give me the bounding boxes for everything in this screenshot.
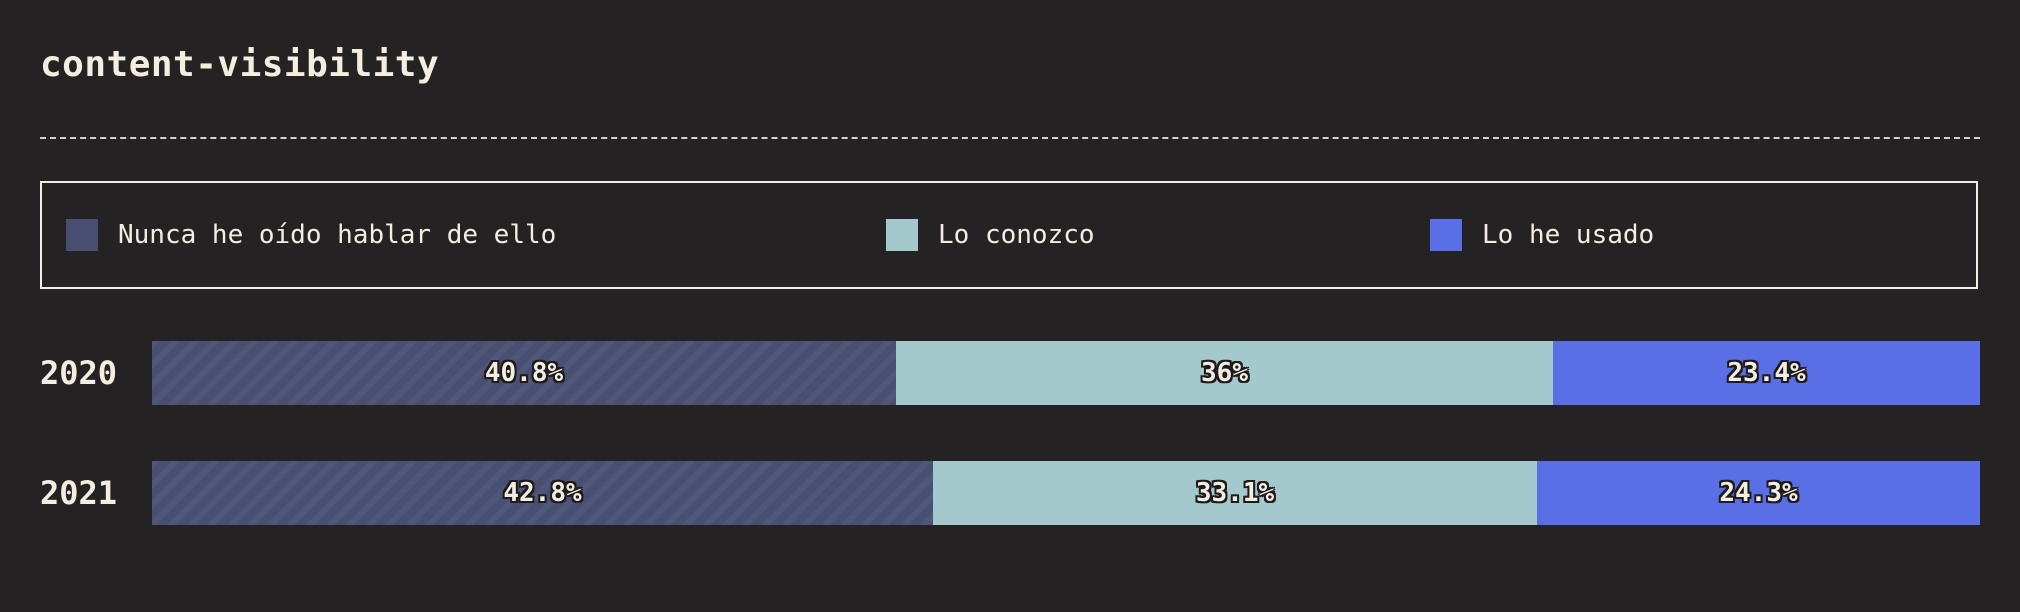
bar-2020-never-heard[interactable]: 40.8% <box>152 341 896 405</box>
bar-2020-used-it[interactable]: 23.4% <box>1553 341 1980 405</box>
legend-label-used-it: Lo he usado <box>1482 220 1655 250</box>
data-label-2020-know-it: 36% <box>1201 358 1248 388</box>
legend-label-know-it: Lo conozco <box>938 220 1095 250</box>
bar-2021-know-it[interactable]: 33.1% <box>933 461 1537 525</box>
data-label-2021-used-it: 24.3% <box>1719 478 1798 508</box>
bar-2021-used-it[interactable]: 24.3% <box>1537 461 1980 525</box>
bar-row-2020: 40.8% 36% 23.4% <box>152 341 1980 405</box>
data-label-2020-never-heard: 40.8% <box>484 358 564 388</box>
row-label-2020: 2020 <box>40 354 118 392</box>
legend-swatch-know-it <box>886 219 918 251</box>
legend-swatch-used-it <box>1430 219 1462 251</box>
row-label-2021: 2021 <box>40 474 118 512</box>
legend-label-never-heard: Nunca he oído hablar de ello <box>118 220 557 250</box>
legend: Nunca he oído hablar de ello Lo conozco … <box>40 181 1978 289</box>
data-label-2021-know-it: 33.1% <box>1195 478 1275 508</box>
legend-swatch-never-heard <box>66 219 98 251</box>
data-label-2021-never-heard: 42.8% <box>503 478 582 508</box>
title-divider <box>40 137 1980 139</box>
bar-2021-never-heard[interactable]: 42.8% <box>152 461 933 525</box>
bar-2020-know-it[interactable]: 36% <box>896 341 1553 405</box>
legend-item-used-it[interactable]: Lo he usado <box>1430 219 1654 251</box>
chart-title: content-visibility <box>40 44 440 85</box>
legend-item-never-heard[interactable]: Nunca he oído hablar de ello <box>66 219 556 251</box>
bar-row-2021: 42.8% 33.1% 24.3% <box>152 461 1980 525</box>
legend-item-know-it[interactable]: Lo conozco <box>886 219 1095 251</box>
data-label-2020-used-it: 23.4% <box>1727 358 1806 388</box>
